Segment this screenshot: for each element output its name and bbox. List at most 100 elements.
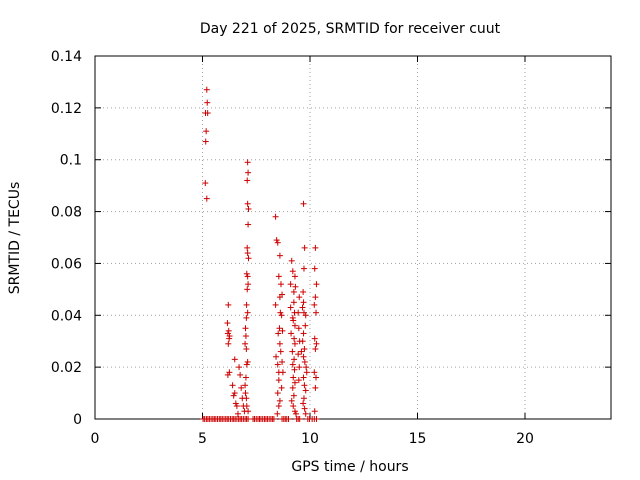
data-point <box>242 340 249 347</box>
data-point <box>296 294 303 301</box>
data-point <box>224 371 231 378</box>
data-point <box>303 369 310 376</box>
data-point <box>202 180 209 187</box>
y-axis-label: SRMTID / TECUs <box>7 182 23 295</box>
data-points <box>200 86 320 422</box>
data-point <box>291 273 298 280</box>
data-point <box>230 392 237 399</box>
data-point <box>234 410 241 417</box>
data-point <box>275 273 282 280</box>
data-point <box>278 384 285 391</box>
data-point <box>202 138 209 145</box>
data-point <box>313 416 320 422</box>
data-point <box>290 374 297 381</box>
data-point <box>311 369 318 376</box>
data-point <box>313 340 320 347</box>
data-point <box>313 309 320 316</box>
data-point <box>243 345 250 352</box>
data-point <box>302 312 309 319</box>
data-point <box>313 281 320 288</box>
data-point <box>290 317 297 324</box>
data-point <box>302 410 309 417</box>
data-point <box>203 128 210 135</box>
data-point <box>231 390 238 397</box>
x-tick-label: 0 <box>91 431 100 447</box>
data-point <box>279 369 286 376</box>
data-point <box>300 288 307 295</box>
data-point <box>279 291 286 298</box>
data-point <box>300 395 307 402</box>
chart-title: Day 221 of 2025, SRMTID for receiver cuu… <box>200 21 501 37</box>
data-point <box>288 257 295 264</box>
data-point <box>301 244 308 251</box>
data-point <box>273 237 280 244</box>
data-point <box>274 361 281 368</box>
data-point <box>290 392 297 399</box>
data-point <box>312 345 319 352</box>
data-point <box>244 200 251 207</box>
y-axis-ticks: 0 0.02 0.04 0.06 0.08 0.1 0.12 0.14 <box>51 49 611 428</box>
data-point <box>203 86 210 93</box>
data-point <box>242 325 249 332</box>
data-point <box>300 200 307 207</box>
data-point <box>287 304 294 311</box>
data-point <box>291 408 298 415</box>
data-point <box>291 335 298 342</box>
data-point <box>296 364 303 371</box>
data-point <box>300 374 307 381</box>
data-point <box>243 314 250 321</box>
data-point <box>300 299 307 306</box>
data-point <box>244 273 251 280</box>
data-point <box>274 410 281 417</box>
data-point <box>244 250 251 257</box>
data-point <box>277 348 284 355</box>
y-tick-label: 0.12 <box>51 101 82 117</box>
data-point <box>312 294 319 301</box>
data-point <box>276 252 283 259</box>
data-point <box>277 281 284 288</box>
x-tick-label: 10 <box>301 431 319 447</box>
data-point <box>229 382 236 389</box>
data-point <box>245 169 252 176</box>
data-point <box>272 301 279 308</box>
data-point <box>244 286 251 293</box>
data-point <box>274 239 281 246</box>
data-point <box>299 338 306 345</box>
data-point <box>204 99 211 106</box>
data-point <box>291 379 298 386</box>
data-point <box>295 309 302 316</box>
data-point <box>291 322 298 329</box>
data-point <box>287 281 294 288</box>
data-point <box>276 397 283 404</box>
data-point <box>242 333 249 340</box>
x-tick-label: 15 <box>409 431 427 447</box>
data-point <box>295 377 302 384</box>
data-point <box>313 374 320 381</box>
data-point <box>203 195 210 202</box>
data-point <box>299 304 306 311</box>
data-point <box>242 390 249 397</box>
data-point <box>278 312 285 319</box>
data-point <box>276 340 283 347</box>
x-tick-label: 20 <box>516 431 534 447</box>
y-tick-label: 0.14 <box>51 49 82 65</box>
data-point <box>272 213 279 220</box>
data-point <box>225 340 232 347</box>
data-point <box>224 320 231 327</box>
data-point <box>279 358 286 365</box>
data-point <box>300 330 307 337</box>
data-point <box>301 405 308 412</box>
data-point <box>290 403 297 410</box>
data-point <box>311 265 318 272</box>
data-point <box>245 281 252 288</box>
data-point <box>311 408 318 415</box>
data-point <box>289 268 296 275</box>
data-point <box>296 416 303 422</box>
y-tick-label: 0.06 <box>51 256 82 272</box>
data-point <box>231 356 238 363</box>
data-point <box>237 371 244 378</box>
y-tick-label: 0 <box>73 412 82 428</box>
y-tick-label: 0.1 <box>60 153 82 169</box>
data-point <box>302 322 309 329</box>
data-point <box>245 205 252 212</box>
